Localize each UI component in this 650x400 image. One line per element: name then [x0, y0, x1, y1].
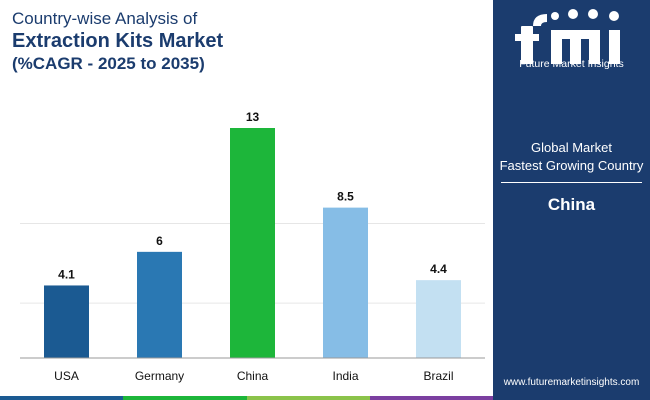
- strip-segment: [369, 396, 493, 400]
- bar-usa: [44, 285, 89, 358]
- brand-name: Future Market Insights: [519, 58, 624, 70]
- title-line-1: Country-wise Analysis of: [12, 9, 198, 28]
- panel-label-market: Global Market: [531, 140, 612, 155]
- panel-divider: [501, 182, 642, 183]
- bar-brazil: [416, 280, 461, 358]
- side-panel: Future Market Insights Global Market Fas…: [493, 0, 650, 400]
- x-tick-label: Germany: [135, 369, 184, 383]
- fmi-logo: [515, 9, 620, 64]
- bar-chart: 4.1 USA 6 Germany 13 China 8.5 India 4.4 Brazil: [20, 110, 485, 383]
- title-line-3: (%CAGR - 2025 to 2035): [12, 54, 205, 73]
- panel-country: China: [547, 195, 596, 214]
- strip-segment: [246, 396, 370, 400]
- strip-segment: [123, 396, 247, 400]
- x-tick-label: Brazil: [423, 369, 453, 383]
- title-line-2: Extraction Kits Market: [12, 30, 224, 52]
- data-label: 13: [246, 110, 260, 124]
- website-url[interactable]: www.futuremarketinsights.com: [503, 377, 640, 388]
- chart-title: Country-wise Analysis of Extraction Kits…: [12, 8, 223, 74]
- data-label: 6: [156, 234, 163, 248]
- x-tick-label: India: [332, 369, 358, 383]
- data-label: 4.4: [430, 262, 447, 276]
- bar-india: [323, 207, 368, 358]
- strip-segment: [0, 396, 124, 400]
- x-tick-label: China: [237, 369, 269, 383]
- bar-germany: [137, 251, 182, 358]
- x-tick-label: USA: [54, 369, 79, 383]
- data-label: 4.1: [58, 267, 75, 281]
- bar-china: [230, 128, 275, 358]
- data-label: 8.5: [337, 190, 354, 204]
- panel-label-fastest: Fastest Growing Country: [499, 158, 644, 173]
- bottom-color-strip: [0, 396, 493, 400]
